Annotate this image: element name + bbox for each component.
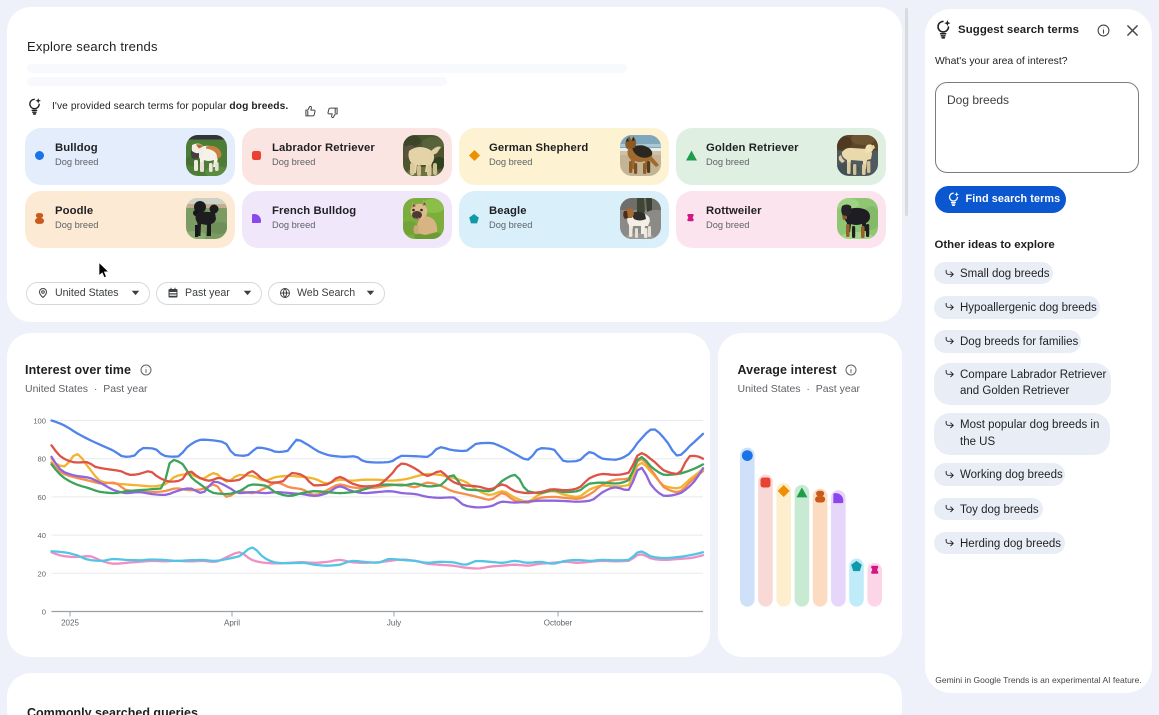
svg-text:80: 80 (38, 455, 46, 464)
svg-text:0: 0 (42, 608, 46, 617)
svg-text:October: October (544, 619, 573, 628)
svg-text:100: 100 (33, 417, 46, 426)
svg-text:40: 40 (38, 531, 46, 540)
svg-text:60: 60 (38, 493, 46, 502)
svg-text:2025: 2025 (61, 619, 79, 628)
svg-text:April: April (224, 619, 240, 628)
svg-text:20: 20 (38, 569, 46, 578)
svg-text:July: July (387, 619, 401, 628)
